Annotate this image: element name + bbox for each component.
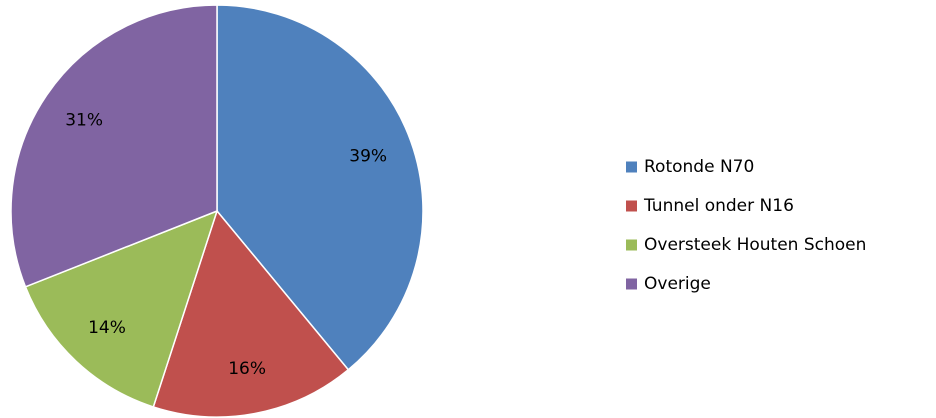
- pie-slice: [10, 4, 218, 288]
- pie-slice: [216, 4, 424, 371]
- data-label: 39%: [349, 147, 387, 167]
- data-label: 16%: [228, 359, 266, 379]
- data-label: 31%: [65, 111, 103, 131]
- legend-label: Tunnel onder N16: [643, 196, 794, 216]
- legend-swatch: [626, 278, 637, 290]
- legend-label: Overige: [644, 274, 711, 294]
- legend-swatch: [626, 161, 637, 173]
- legend-swatch: [626, 239, 637, 251]
- legend-label: Oversteek Houten Schoen: [644, 235, 866, 255]
- pie-slice: [152, 209, 350, 418]
- legend-label: Rotonde N70: [644, 157, 754, 177]
- legend-swatch: [626, 200, 637, 212]
- pie-slice: [24, 209, 219, 408]
- data-label: 14%: [88, 318, 126, 338]
